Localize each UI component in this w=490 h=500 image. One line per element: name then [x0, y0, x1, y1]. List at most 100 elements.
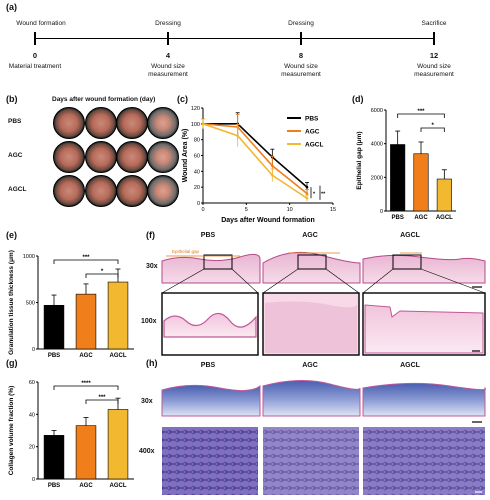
panel-h-header-agcl: AGCL: [400, 362, 420, 369]
significance-marker: *: [101, 269, 104, 275]
x-tick-label: AGCL: [436, 215, 453, 221]
panel-f-header-agcl: AGCL: [400, 232, 420, 239]
data-point: [201, 122, 205, 126]
x-axis-label: Days after Wound formation: [221, 217, 315, 224]
wound-photo: [53, 141, 85, 173]
timeline-tick: [34, 32, 36, 45]
panel-h-mag-30x: 30x: [141, 398, 153, 405]
timeline-bottom-label: Wound size measurement: [414, 63, 454, 78]
timeline-top-label: Dressing: [155, 20, 181, 27]
panel-f-label: (f): [146, 230, 155, 240]
x-tick-label: 0: [201, 207, 204, 213]
bar-agc: [75, 293, 97, 350]
timeline-bottom-label: Wound size measurement: [148, 63, 188, 78]
photo-grid-title: Days after wound formation (day): [52, 96, 156, 103]
wound-photo: [147, 175, 179, 207]
panel-h-header-agc: AGC: [302, 362, 318, 369]
y-axis-label: Collagen volume fraction (%): [8, 386, 15, 476]
panel-h-label: (h): [146, 358, 158, 368]
significance-marker: ***: [98, 395, 106, 401]
significance-marker: ***: [82, 255, 90, 261]
x-tick-label: PBS: [391, 215, 403, 221]
epithelial-gap-bar-chart: 0 2000 4000 6000 Epithelial gap (μm) PBS AGC AG…: [356, 108, 456, 221]
significance-marker: ***: [417, 109, 425, 115]
series-line-agcl: [202, 123, 308, 199]
he-histology-images: [161, 251, 486, 356]
bar-agc: [75, 425, 97, 480]
bar-agcl: [107, 281, 129, 350]
x-tick-label: 15: [330, 207, 336, 213]
wound-photo: [85, 141, 117, 173]
x-tick-label: AGCL: [110, 353, 127, 359]
sig-bracket: [420, 127, 445, 132]
sig-bracket: [53, 259, 119, 264]
y-tick-label: 2000: [371, 175, 383, 181]
significance-marker: *: [431, 123, 434, 129]
panel-g-label: (g): [6, 358, 18, 368]
panel-h-mag-400x: 400x: [139, 448, 155, 455]
photo-grid-row-label: AGCL: [8, 186, 27, 193]
y-tick-label: 40: [194, 169, 200, 175]
panel-d-label: (d): [352, 94, 364, 104]
x-tick-label: AGC: [414, 215, 428, 221]
wound-area-line-chart: 0 20 40 60 80 100 120 0 5 10 15 Days after Wound fo…: [182, 106, 336, 224]
bar-pbs: [43, 435, 65, 480]
panel-f-mag-100x: 100x: [141, 318, 157, 325]
y-tick-label: 1000: [23, 254, 35, 260]
bar-agcl: [107, 409, 129, 480]
panel-b-label: (b): [6, 94, 18, 104]
data-point: [305, 185, 309, 189]
y-tick-label: 0: [32, 477, 35, 483]
timeline-top-label: Wound formation: [16, 20, 66, 27]
significance-marker: ****: [81, 381, 91, 387]
panel-c-label: (c): [177, 94, 188, 104]
y-tick-label: 0: [32, 347, 35, 353]
y-tick-label: 0: [380, 209, 383, 215]
y-tick-label: 120: [191, 106, 200, 112]
wound-photo: [85, 107, 117, 139]
data-point: [271, 164, 274, 168]
sig-bracket: [53, 385, 119, 390]
y-tick-label: 20: [194, 185, 200, 191]
timeline-tick: [300, 32, 302, 45]
timeline-bottom-label: Wound size measurement: [281, 63, 321, 78]
panel-h-header-pbs: PBS: [200, 362, 216, 369]
y-axis-label: Granulation tissue thickness (μm): [8, 250, 15, 355]
y-tick-label: 100: [191, 122, 200, 128]
bar-pbs: [390, 144, 406, 212]
wound-photo: [147, 107, 179, 139]
granulation-thickness-bar-chart: 0 500 1000 Granulation tissue thickness (μm…: [8, 250, 134, 359]
wound-photo: [147, 141, 179, 173]
x-tick-label: 10: [287, 207, 293, 213]
significance-marker: *: [313, 192, 316, 198]
timeline-axis: [35, 38, 435, 40]
bar-agcl: [436, 178, 452, 212]
timeline-top-label: Sacrifice: [421, 20, 447, 27]
data-point: [305, 196, 309, 200]
x-tick-label: PBS: [48, 483, 60, 489]
wound-photo: [85, 175, 117, 207]
masson-histology-images: [161, 379, 487, 495]
timeline-day: 4: [165, 51, 171, 60]
legend-label: AGC: [305, 129, 320, 136]
x-tick-label: AGC: [79, 353, 93, 359]
y-tick-label: 0: [197, 201, 200, 207]
timeline-day: 0: [32, 51, 38, 60]
timeline-top-label: Dressing: [288, 20, 314, 27]
bar-pbs: [43, 304, 65, 350]
timeline-day: 8: [298, 51, 304, 60]
wound-photo: [53, 107, 85, 139]
legend-label: AGCL: [305, 142, 323, 149]
sig-bracket: [85, 399, 119, 404]
y-tick-label: 20: [29, 445, 35, 451]
panel-f-header-pbs: PBS: [200, 232, 216, 239]
y-tick-label: 40: [29, 412, 35, 418]
timeline-day: 12: [429, 51, 439, 60]
y-tick-label: 80: [194, 138, 200, 144]
photo-grid-row-label: PBS: [8, 118, 22, 125]
timeline-tick: [433, 32, 435, 45]
x-tick-label: PBS: [48, 353, 60, 359]
y-tick-label: 6000: [371, 108, 383, 114]
wound-photo: [116, 107, 148, 139]
timeline-tick: [167, 32, 169, 45]
